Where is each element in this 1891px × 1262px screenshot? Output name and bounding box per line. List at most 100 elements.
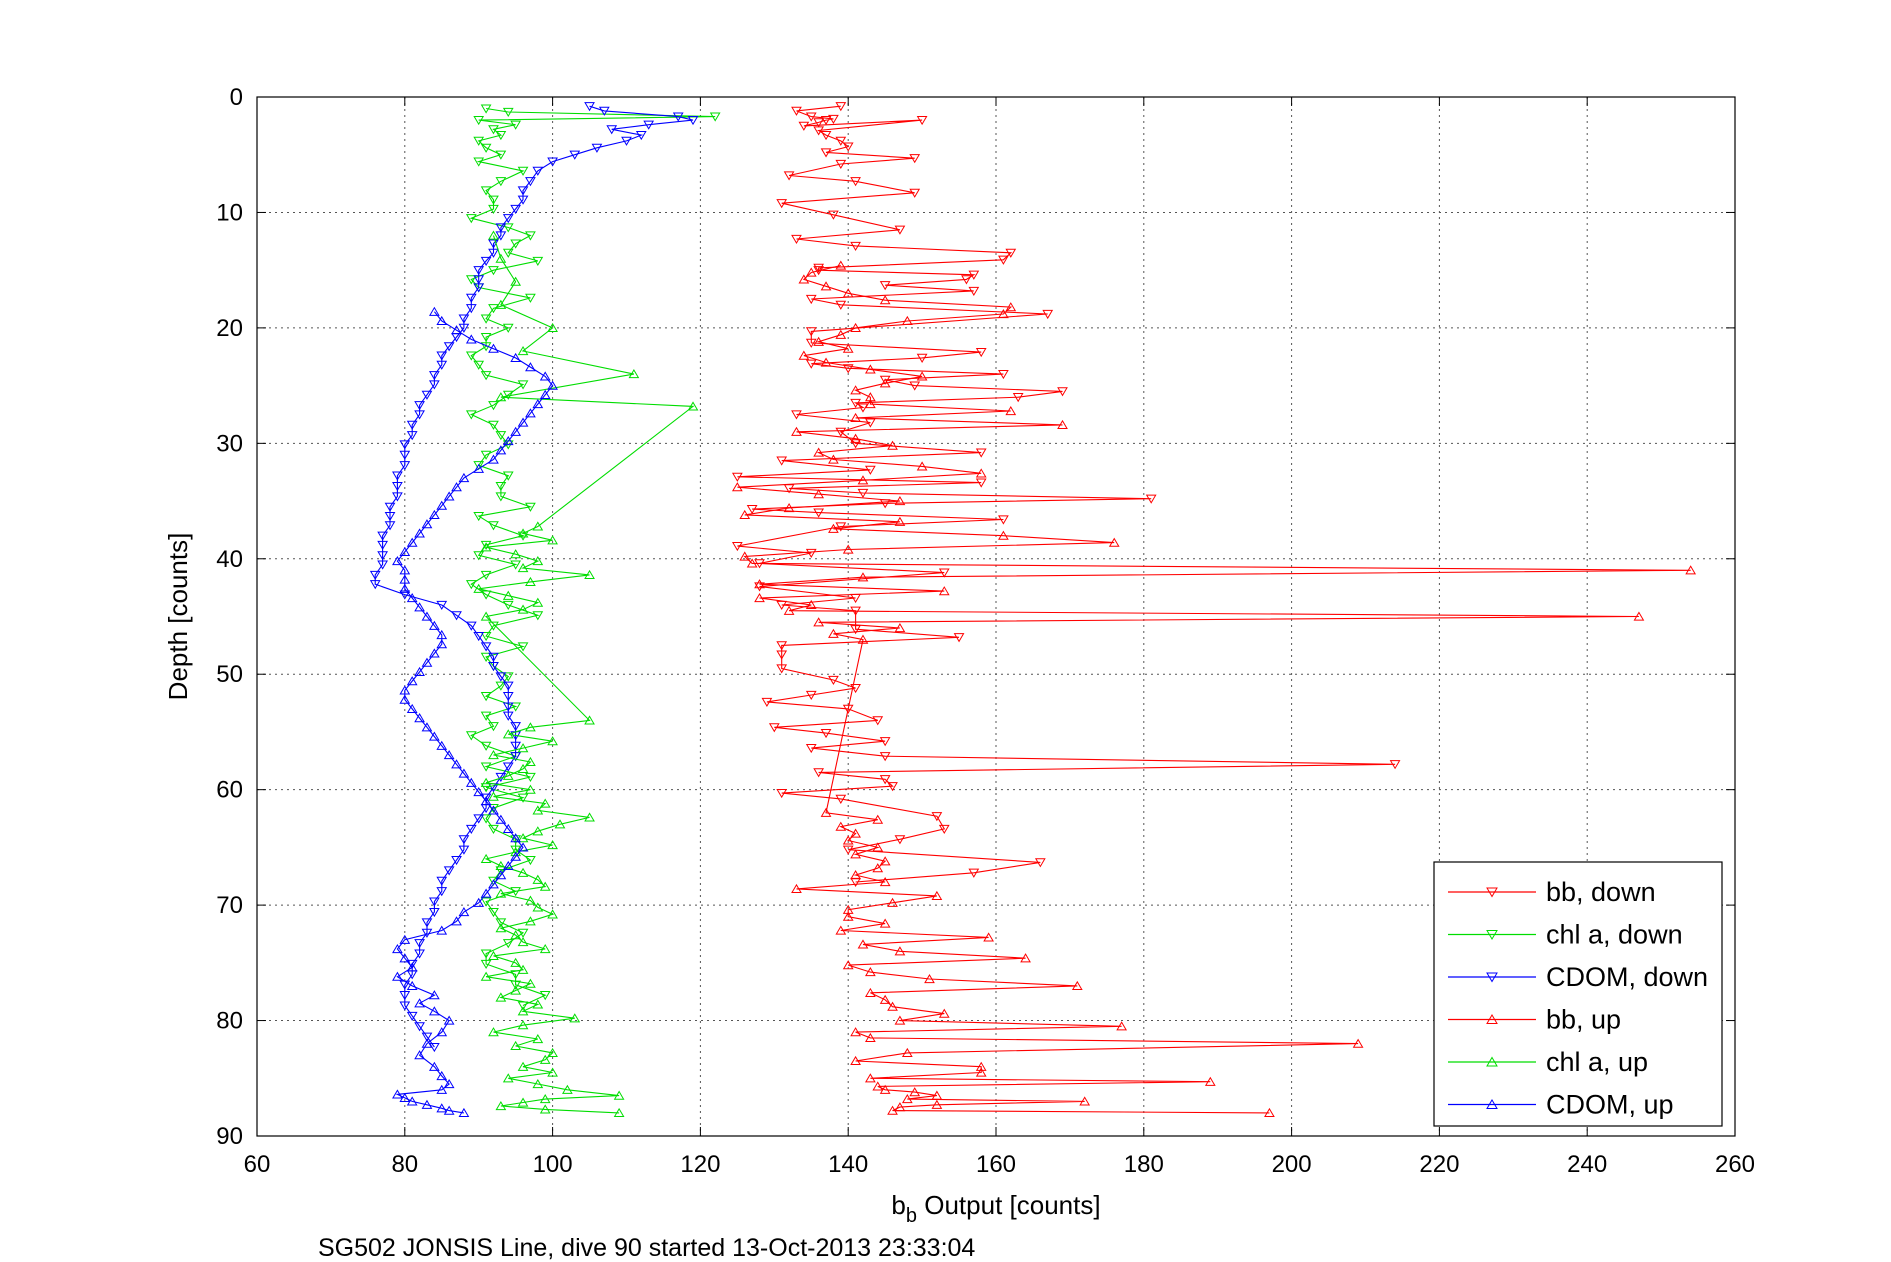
data-point [428, 380, 440, 390]
data-point [532, 256, 544, 266]
data-point [525, 895, 536, 905]
data-point [909, 154, 921, 164]
data-point [436, 1103, 448, 1113]
data-point [488, 824, 499, 834]
data-point [1116, 1021, 1128, 1031]
data-point [864, 1032, 876, 1042]
data-point [916, 115, 928, 126]
data-point [436, 925, 448, 935]
data-point [850, 870, 861, 880]
data-point [480, 711, 492, 721]
data-point [488, 204, 499, 215]
data-point [517, 1097, 529, 1107]
data-point [517, 642, 529, 652]
data-point [451, 916, 462, 926]
data-point [828, 523, 839, 533]
data-point [909, 1087, 921, 1097]
data-point [517, 186, 529, 196]
data-point [406, 676, 418, 686]
data-point [887, 440, 898, 450]
data-point [909, 381, 921, 391]
series-chl-a-up [473, 230, 699, 1118]
data-point [1020, 953, 1031, 963]
data-point [916, 353, 928, 363]
data-point [1005, 405, 1017, 416]
data-point [938, 1008, 950, 1018]
data-point [480, 959, 492, 970]
data-point [488, 907, 499, 918]
data-point [850, 625, 861, 635]
data-point [473, 632, 485, 642]
data-point [842, 288, 854, 298]
data-point [813, 447, 825, 457]
data-point [857, 939, 869, 949]
data-point [480, 570, 492, 580]
data-point [488, 652, 499, 662]
data-point [1057, 387, 1068, 397]
data-point [473, 897, 485, 907]
data-point [458, 1107, 470, 1118]
data-point [850, 439, 861, 449]
data-point [813, 489, 825, 499]
data-point [532, 399, 544, 409]
data-point [850, 849, 861, 859]
data-point [731, 541, 743, 552]
data-point [547, 157, 558, 167]
data-point [539, 1094, 551, 1104]
data-point [473, 115, 485, 126]
data-point [842, 704, 854, 714]
data-point [480, 814, 492, 824]
y-tick-label: 0 [230, 84, 243, 111]
data-point [532, 521, 544, 531]
data-point [428, 1061, 440, 1071]
data-point [998, 515, 1009, 525]
data-point [502, 692, 514, 702]
x-tick-label: 120 [680, 1151, 720, 1178]
data-point [502, 214, 514, 224]
data-point [606, 125, 618, 135]
data-point [864, 364, 876, 374]
data-point [480, 314, 492, 324]
data-point [968, 270, 980, 280]
data-point [1079, 1096, 1091, 1106]
data-point [495, 150, 507, 160]
x-tick-label: 80 [391, 1151, 418, 1178]
data-point [436, 351, 448, 361]
data-point [510, 722, 522, 732]
data-point [436, 1027, 448, 1037]
data-point [879, 737, 891, 747]
data-point [458, 907, 470, 917]
data-point [1145, 494, 1157, 504]
data-point [887, 897, 898, 907]
data-point [598, 106, 610, 116]
data-point [421, 1032, 433, 1042]
data-point [399, 574, 411, 584]
legend-marker [1486, 972, 1498, 983]
data-point [1071, 980, 1083, 991]
data-point [495, 870, 507, 880]
data-point [421, 657, 433, 667]
data-point [850, 241, 861, 251]
series-group [369, 102, 1697, 1118]
data-point [421, 390, 433, 400]
series-bb-down [731, 102, 1401, 888]
data-point [392, 971, 403, 981]
data-point [835, 522, 847, 532]
data-point [879, 752, 891, 762]
data-point [502, 681, 514, 691]
data-point [436, 639, 448, 649]
data-point [392, 481, 403, 492]
data-point [961, 275, 972, 285]
data-point [465, 334, 477, 344]
y-tick-label: 10 [216, 199, 243, 226]
data-point [510, 120, 522, 130]
data-point [894, 225, 906, 235]
data-point [828, 114, 839, 124]
data-point [998, 530, 1009, 540]
data-point [502, 1073, 514, 1083]
data-point [879, 378, 891, 388]
data-point [805, 744, 817, 754]
data-point [399, 1001, 411, 1011]
data-point [414, 998, 425, 1008]
data-point [473, 511, 485, 522]
